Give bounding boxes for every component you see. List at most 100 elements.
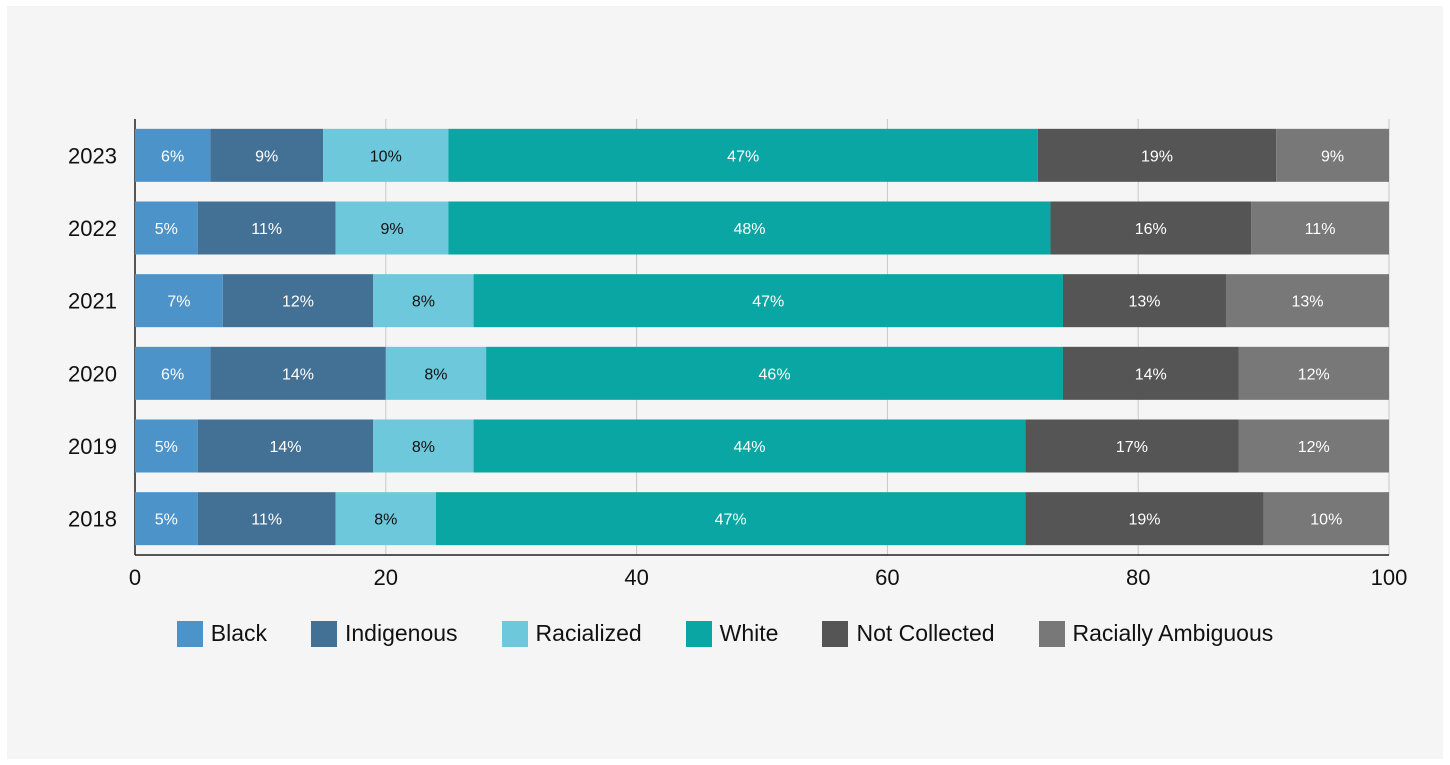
bar-segment [135,492,198,546]
data-label: 17% [1116,439,1148,456]
data-label: 14% [269,439,301,456]
bar-segment [1037,128,1277,182]
bar-segment [1025,419,1239,473]
bar-segment [435,492,1026,546]
legend-item: Not Collected [822,620,995,647]
bar-segment [197,201,336,255]
x-tick-label: 100 [1371,565,1408,590]
bar-segment [1225,274,1389,328]
bar-segment [373,419,474,473]
bar-segment [1238,419,1389,473]
bar-segment [1263,492,1389,546]
bar-segment [385,346,487,400]
legend-swatch [311,620,337,647]
legend-label: Not Collected [856,620,995,646]
bar-segment [1276,128,1389,182]
data-label: 10% [1310,512,1342,529]
legend-label: White [719,620,779,646]
data-label: 14% [1135,366,1167,383]
data-label: 14% [282,366,314,383]
data-label: 48% [733,221,765,238]
bar-segment [197,492,336,546]
legend-swatch [501,620,528,647]
bar-segment [448,201,1051,255]
data-label: 12% [1298,366,1330,383]
data-label: 9% [255,148,278,165]
x-tick-label: 60 [875,565,899,590]
legend-swatch [822,620,849,647]
data-label: 11% [251,512,282,529]
legend-swatch [176,620,203,647]
y-tick-label: 2023 [68,143,117,168]
bar-segment [473,419,1026,473]
bar-segment [1062,346,1239,400]
bar-segment [210,128,324,182]
data-label: 6% [161,148,184,165]
legend-label: Racialized [535,620,642,646]
y-tick-label: 2020 [68,361,117,386]
data-label: 47% [715,512,747,529]
bar-segment [486,346,1063,400]
legend-label: Indigenous [345,620,458,646]
legend-item: Racially Ambiguous [1038,620,1274,647]
legend-item: Indigenous [311,620,458,647]
legend-swatch [1038,620,1065,647]
y-tick-label: 2021 [68,289,117,314]
data-label: 8% [412,439,435,456]
x-tick-label: 20 [374,565,398,590]
x-tick-label: 80 [1126,565,1150,590]
bar-segment [323,128,449,182]
data-label: 19% [1128,512,1160,529]
bar-segment [1062,274,1226,328]
x-tick-label: 0 [129,565,141,590]
data-label: 7% [167,294,190,311]
bar-segment [135,419,198,473]
data-label: 11% [251,221,282,238]
y-tick-label: 2018 [68,507,117,532]
bar-segment [135,201,198,255]
data-label: 13% [1291,294,1323,311]
legend-swatch [685,620,712,647]
legend-item: Racialized [501,620,642,647]
data-label: 5% [155,439,178,456]
data-label: 47% [727,148,759,165]
bar-segment [335,201,449,255]
data-label: 8% [412,294,435,311]
data-label: 46% [759,366,791,383]
data-label: 8% [374,512,397,529]
x-tick-label: 40 [624,565,648,590]
data-label: 5% [155,512,178,529]
legend-label: Black [210,620,267,646]
data-label: 11% [1305,221,1336,238]
bar-segment [1050,201,1252,255]
y-tick-label: 2019 [68,434,117,459]
y-tick-label: 2022 [68,216,117,241]
data-label: 6% [161,366,184,383]
data-label: 19% [1141,148,1173,165]
data-label: 9% [1321,148,1344,165]
bar-segment [135,128,211,182]
data-label: 12% [282,294,314,311]
bar-segment [1025,492,1264,546]
bar-segment [135,274,223,328]
bar-segment [210,346,386,400]
bar-segment [135,346,211,400]
data-label: 47% [752,294,784,311]
data-label: 8% [424,366,447,383]
data-label: 13% [1128,294,1160,311]
data-label: 10% [370,148,402,165]
data-label: 16% [1135,221,1167,238]
bar-segment [197,419,374,473]
bar-segment [1251,201,1389,255]
bar-segment [1238,346,1389,400]
data-label: 44% [733,439,765,456]
data-label: 5% [155,221,178,238]
legend-item: White [685,620,779,647]
bar-segment [473,274,1063,328]
bar-segment [448,128,1038,182]
bar-segment [373,274,474,328]
legend-label: Racially Ambiguous [1072,620,1274,646]
bar-segment [222,274,374,328]
data-label: 9% [381,221,404,238]
